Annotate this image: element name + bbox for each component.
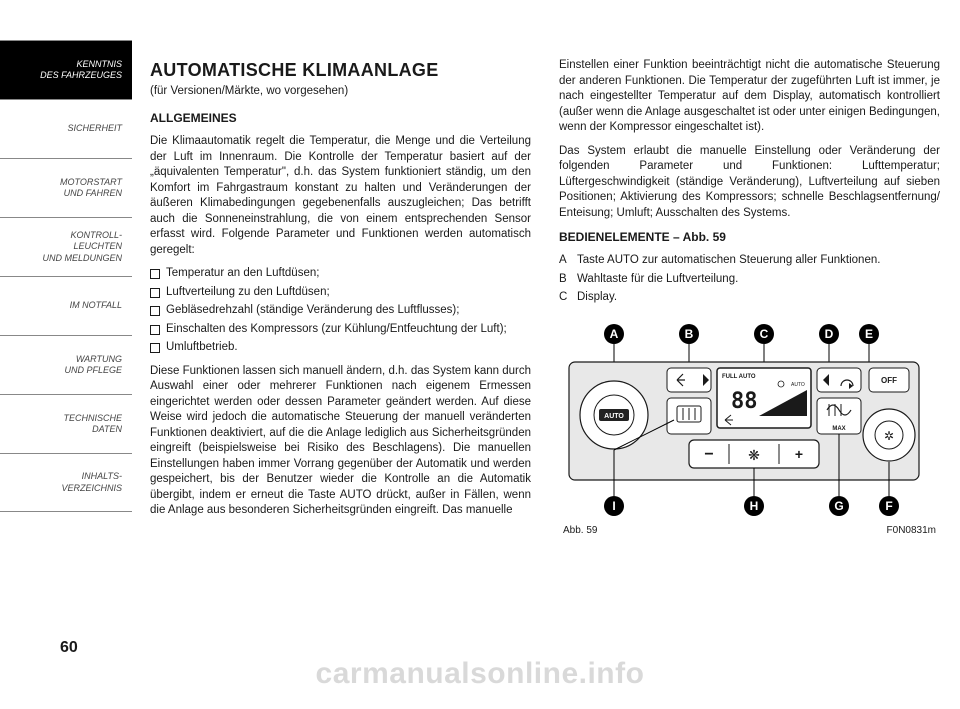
display-full-auto: FULL AUTO (722, 374, 756, 380)
figure-59: A B C D E (559, 320, 940, 538)
callout-f: F (885, 499, 892, 513)
list-item: Luftverteilung zu den Luftdüsen; (150, 285, 531, 301)
watermark: carmanualsonline.info (0, 657, 960, 691)
sidebar-tab-kenntnis[interactable]: KENNTNIS DES FAHRZEUGES (0, 40, 132, 99)
column-left: AUTOMATISCHE KLIMAANLAGE (für Versionen/… (150, 58, 531, 537)
list-item: Umluftbetrieb. (150, 340, 531, 356)
callout-b: B (685, 327, 694, 341)
off-label: OFF (881, 376, 897, 385)
body-paragraph: Das System erlaubt die manuelle Einstell… (559, 144, 940, 222)
callout-a: A (610, 327, 619, 341)
sidebar-tab-label: UND MELDUNGEN (42, 253, 122, 264)
section-heading-bedienelemente: BEDIENELEMENTE – Abb. 59 (559, 229, 940, 245)
gear-icon: ✲ (884, 429, 894, 443)
max-label: MAX (832, 426, 845, 432)
def-letter: A (559, 253, 577, 269)
page-subtitle: (für Versionen/Märkte, wo vorgesehen) (150, 84, 531, 100)
sidebar-tab-label: SICHERHEIT (67, 123, 122, 134)
recirc-button (817, 368, 861, 392)
minus-label: − (704, 446, 713, 463)
sidebar-tab-label: IM NOTFALL (70, 300, 122, 311)
page-content: AUTOMATISCHE KLIMAANLAGE (für Versionen/… (150, 58, 940, 537)
display-temp: 88 (731, 389, 758, 414)
callout-g: G (834, 499, 843, 513)
list-item: Einschalten des Kompressors (zur Kühlung… (150, 322, 531, 338)
section-heading-allgemeines: ALLGEMEINES (150, 110, 531, 126)
sidebar-tab-label: VERZEICHNIS (61, 483, 122, 494)
climate-control-diagram: A B C D E (559, 320, 929, 520)
figure-caption: Abb. 59 F0N0831m (559, 524, 940, 538)
sidebar-tab-inhalt[interactable]: INHALTS- VERZEICHNIS (0, 453, 132, 512)
sidebar-tab-wartung[interactable]: WARTUNG UND PFLEGE (0, 335, 132, 394)
sidebar-tab-kontroll[interactable]: KONTROLL- LEUCHTEN UND MELDUNGEN (0, 217, 132, 276)
body-paragraph: Diese Funktionen lassen sich manuell änd… (150, 364, 531, 519)
sidebar-tab-label: DES FAHRZEUGES (40, 70, 122, 81)
definition-row-b: B Wahltaste für die Luftverteilung. (559, 272, 940, 288)
callout-c: C (760, 327, 769, 341)
display-panel: FULL AUTO AUTO 88 (717, 368, 811, 428)
sidebar-tab-label: KENNTNIS (76, 59, 122, 70)
def-text: Taste AUTO zur automatischen Steuerung a… (577, 253, 880, 269)
figure-number: Abb. 59 (563, 524, 597, 538)
def-letter: B (559, 272, 577, 288)
callout-d: D (825, 327, 834, 341)
page-number: 60 (60, 639, 78, 657)
sidebar-tab-label: UND PFLEGE (64, 365, 122, 376)
column-right: Einstellen einer Funktion beeinträchtigt… (559, 58, 940, 537)
def-letter: C (559, 290, 577, 306)
definition-row-c: C Display. (559, 290, 940, 306)
sidebar-tab-motorstart[interactable]: MOTORSTART UND FAHREN (0, 158, 132, 217)
sidebar-tab-sicherheit[interactable]: SICHERHEIT (0, 99, 132, 158)
sidebar-tab-label: DATEN (92, 424, 122, 435)
defrost-max-button: MAX (817, 398, 861, 434)
sidebar-tab-label: LEUCHTEN (73, 241, 122, 252)
display-auto: AUTO (791, 382, 805, 388)
off-button: OFF (869, 368, 909, 392)
bullet-list: Temperatur an den Luftdüsen; Luftverteil… (150, 266, 531, 356)
callout-h: H (750, 499, 759, 513)
setting-dial: ✲ (863, 409, 915, 461)
sidebar-tab-label: MOTORSTART (60, 177, 122, 188)
def-text: Wahltaste für die Luftverteilung. (577, 272, 738, 288)
list-item: Temperatur an den Luftdüsen; (150, 266, 531, 282)
fan-icon: ❋ (748, 447, 760, 463)
sidebar-tab-label: WARTUNG (76, 354, 122, 365)
sidebar-tab-label: KONTROLL- (70, 230, 122, 241)
list-item: Gebläsedrehzahl (ständige Veränderung de… (150, 303, 531, 319)
page-title: AUTOMATISCHE KLIMAANLAGE (150, 58, 531, 82)
definition-row-a: A Taste AUTO zur automatischen Steuerung… (559, 253, 940, 269)
fan-speed-bar: − ❋ + (689, 440, 819, 468)
sidebar-nav: KENNTNIS DES FAHRZEUGES SICHERHEIT MOTOR… (0, 40, 132, 512)
sidebar-tab-label: TECHNISCHE (63, 413, 122, 424)
auto-dial: AUTO (580, 381, 648, 449)
figure-code: F0N0831m (887, 524, 936, 538)
auto-button-label: AUTO (604, 413, 624, 420)
sidebar-tab-notfall[interactable]: IM NOTFALL (0, 276, 132, 335)
callout-i: I (612, 499, 615, 513)
sidebar-tab-label: INHALTS- (82, 471, 122, 482)
callout-e: E (865, 327, 873, 341)
air-dist-button (667, 368, 711, 392)
plus-label: + (795, 446, 803, 462)
sidebar-tab-technische[interactable]: TECHNISCHE DATEN (0, 394, 132, 453)
rear-defrost-button (667, 398, 711, 434)
sidebar-tab-label: UND FAHREN (64, 188, 122, 199)
body-paragraph: Einstellen einer Funktion beeinträchtigt… (559, 58, 940, 136)
def-text: Display. (577, 290, 617, 306)
body-paragraph: Die Klimaautomatik regelt die Temperatur… (150, 134, 531, 258)
